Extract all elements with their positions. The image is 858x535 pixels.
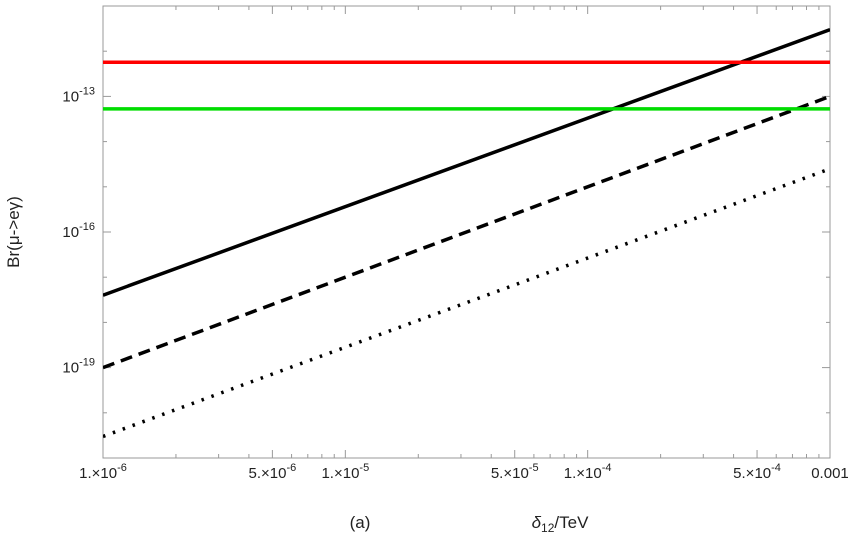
x-tick-mantissa: 5.×10	[249, 465, 287, 482]
x-tick-label: 5.×10-5	[491, 462, 539, 482]
x-tick-exponent: -6	[117, 462, 127, 474]
x-axis-label-subscript: 12	[541, 521, 555, 535]
x-tick-label: 5.×10-4	[733, 462, 781, 482]
x-tick-mantissa: 1.×10	[321, 465, 359, 482]
x-tick-exponent: -5	[359, 462, 369, 474]
dashed-series-line	[103, 94, 830, 370]
x-axis-label-unit: /TeV	[554, 513, 589, 532]
y-tick-label: 10-13	[62, 85, 95, 105]
y-tick-label: 10-19	[62, 357, 95, 377]
axis-labels: Br(μ->eγ) δ12/TeV (a)	[4, 196, 589, 535]
x-axis-label: δ12/TeV	[532, 513, 589, 535]
x-tick-label: 1.×10-5	[321, 462, 369, 482]
y-tick-label: 10-16	[62, 221, 95, 241]
x-tick-label: 5.×10-6	[249, 462, 297, 482]
x-tick-exponent: -4	[771, 462, 781, 474]
y-tick-base: 10	[62, 360, 79, 377]
x-tick-exponent: -6	[286, 462, 296, 474]
x-tick-mantissa: 1.×10	[564, 465, 602, 482]
y-tick-exponent: -19	[79, 357, 95, 369]
series-layer	[103, 27, 830, 439]
y-tick-base: 10	[62, 224, 79, 241]
y-tick-base: 10	[62, 88, 79, 105]
x-axis-label-symbol: δ	[532, 513, 542, 532]
x-tick-mantissa: 0.001	[811, 465, 849, 482]
y-tick-exponent: -16	[79, 221, 95, 233]
y-tick-exponent: -13	[79, 85, 95, 97]
x-tick-label: 1.×10-4	[564, 462, 612, 482]
x-axis-ticks: 1.×10-6 5.×10-6 1.×10-5 5.×10-5 1.×10-4 5.×10…	[79, 6, 849, 482]
x-tick-mantissa: 5.×10	[491, 465, 529, 482]
dotted-series-line	[103, 167, 830, 439]
solid-series-line	[103, 27, 830, 297]
x-tick-mantissa: 1.×10	[79, 465, 117, 482]
x-tick-exponent: -4	[602, 462, 612, 474]
x-tick-label: 0.001	[811, 465, 849, 482]
x-tick-mantissa: 5.×10	[733, 465, 771, 482]
x-tick-label: 1.×10-6	[79, 462, 127, 482]
x-tick-exponent: -5	[529, 462, 539, 474]
y-axis-label: Br(μ->eγ)	[4, 196, 23, 268]
figure-caption: (a)	[350, 513, 371, 532]
